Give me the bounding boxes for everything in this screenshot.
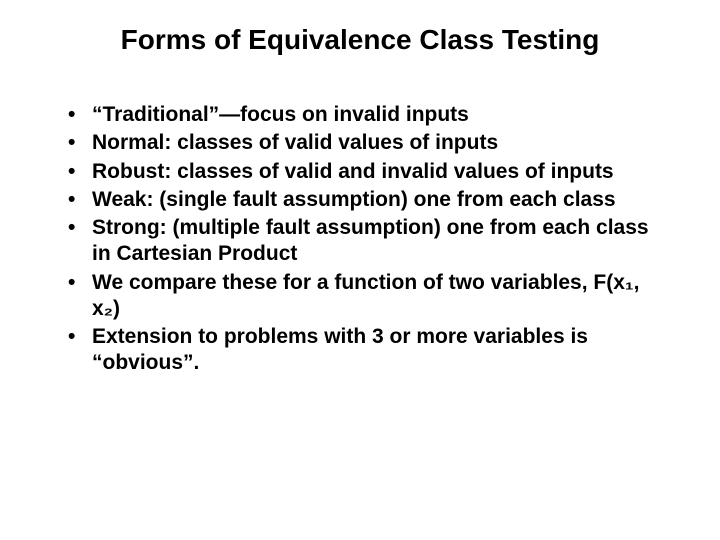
list-item: Weak: (single fault assumption) one from…: [64, 187, 664, 213]
slide: Forms of Equivalence Class Testing “Trad…: [0, 0, 720, 540]
list-item: Extension to problems with 3 or more var…: [64, 324, 664, 377]
list-item: Normal: classes of valid values of input…: [64, 130, 664, 156]
list-item: We compare these for a function of two v…: [64, 270, 664, 323]
slide-title: Forms of Equivalence Class Testing: [40, 24, 680, 56]
bullet-list: “Traditional”—focus on invalid inputs No…: [40, 102, 680, 377]
list-item: Strong: (multiple fault assumption) one …: [64, 215, 664, 268]
list-item: Robust: classes of valid and invalid val…: [64, 159, 664, 185]
list-item: “Traditional”—focus on invalid inputs: [64, 102, 664, 128]
